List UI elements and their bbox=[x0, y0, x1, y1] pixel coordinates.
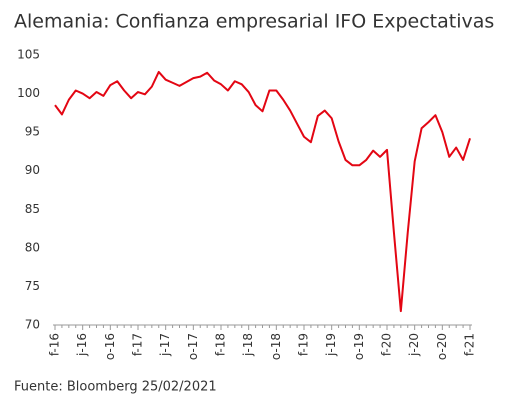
source-note: Fuente: Bloomberg 25/02/2021 bbox=[14, 380, 217, 395]
y-tick-label: 80 bbox=[25, 240, 40, 254]
line-series bbox=[54, 70, 471, 313]
x-tick-label: f-17 bbox=[131, 333, 145, 356]
y-tick-label: 90 bbox=[25, 163, 40, 177]
x-tick-label: o-16 bbox=[103, 333, 117, 360]
y-tick-label: 85 bbox=[25, 202, 40, 216]
x-tick-label: j-17 bbox=[158, 333, 172, 357]
x-tick-label: f-18 bbox=[214, 333, 228, 356]
y-tick-label: 105 bbox=[17, 48, 40, 62]
y-tick-label: 75 bbox=[25, 279, 40, 293]
y-tick-label: 100 bbox=[17, 86, 40, 100]
x-tick-label: j-20 bbox=[407, 333, 421, 357]
x-tick-label: f-16 bbox=[48, 333, 62, 356]
y-tick-label: 95 bbox=[25, 125, 40, 139]
x-tick-label: f-21 bbox=[463, 333, 477, 356]
x-tick-label: j-18 bbox=[241, 333, 255, 357]
chart-title: Alemania: Confianza empresarial IFO Expe… bbox=[14, 11, 494, 33]
x-tick-label: o-20 bbox=[435, 333, 449, 360]
x-tick-label: o-19 bbox=[352, 333, 366, 360]
x-tick-label: j-16 bbox=[75, 333, 89, 357]
x-tick-label: o-17 bbox=[186, 333, 200, 360]
y-tick-label: 70 bbox=[25, 318, 40, 332]
x-tick-label: j-19 bbox=[324, 333, 338, 357]
x-tick-label: o-18 bbox=[269, 333, 283, 360]
x-tick-label: f-19 bbox=[297, 333, 311, 356]
x-tick-label: f-20 bbox=[380, 333, 394, 356]
